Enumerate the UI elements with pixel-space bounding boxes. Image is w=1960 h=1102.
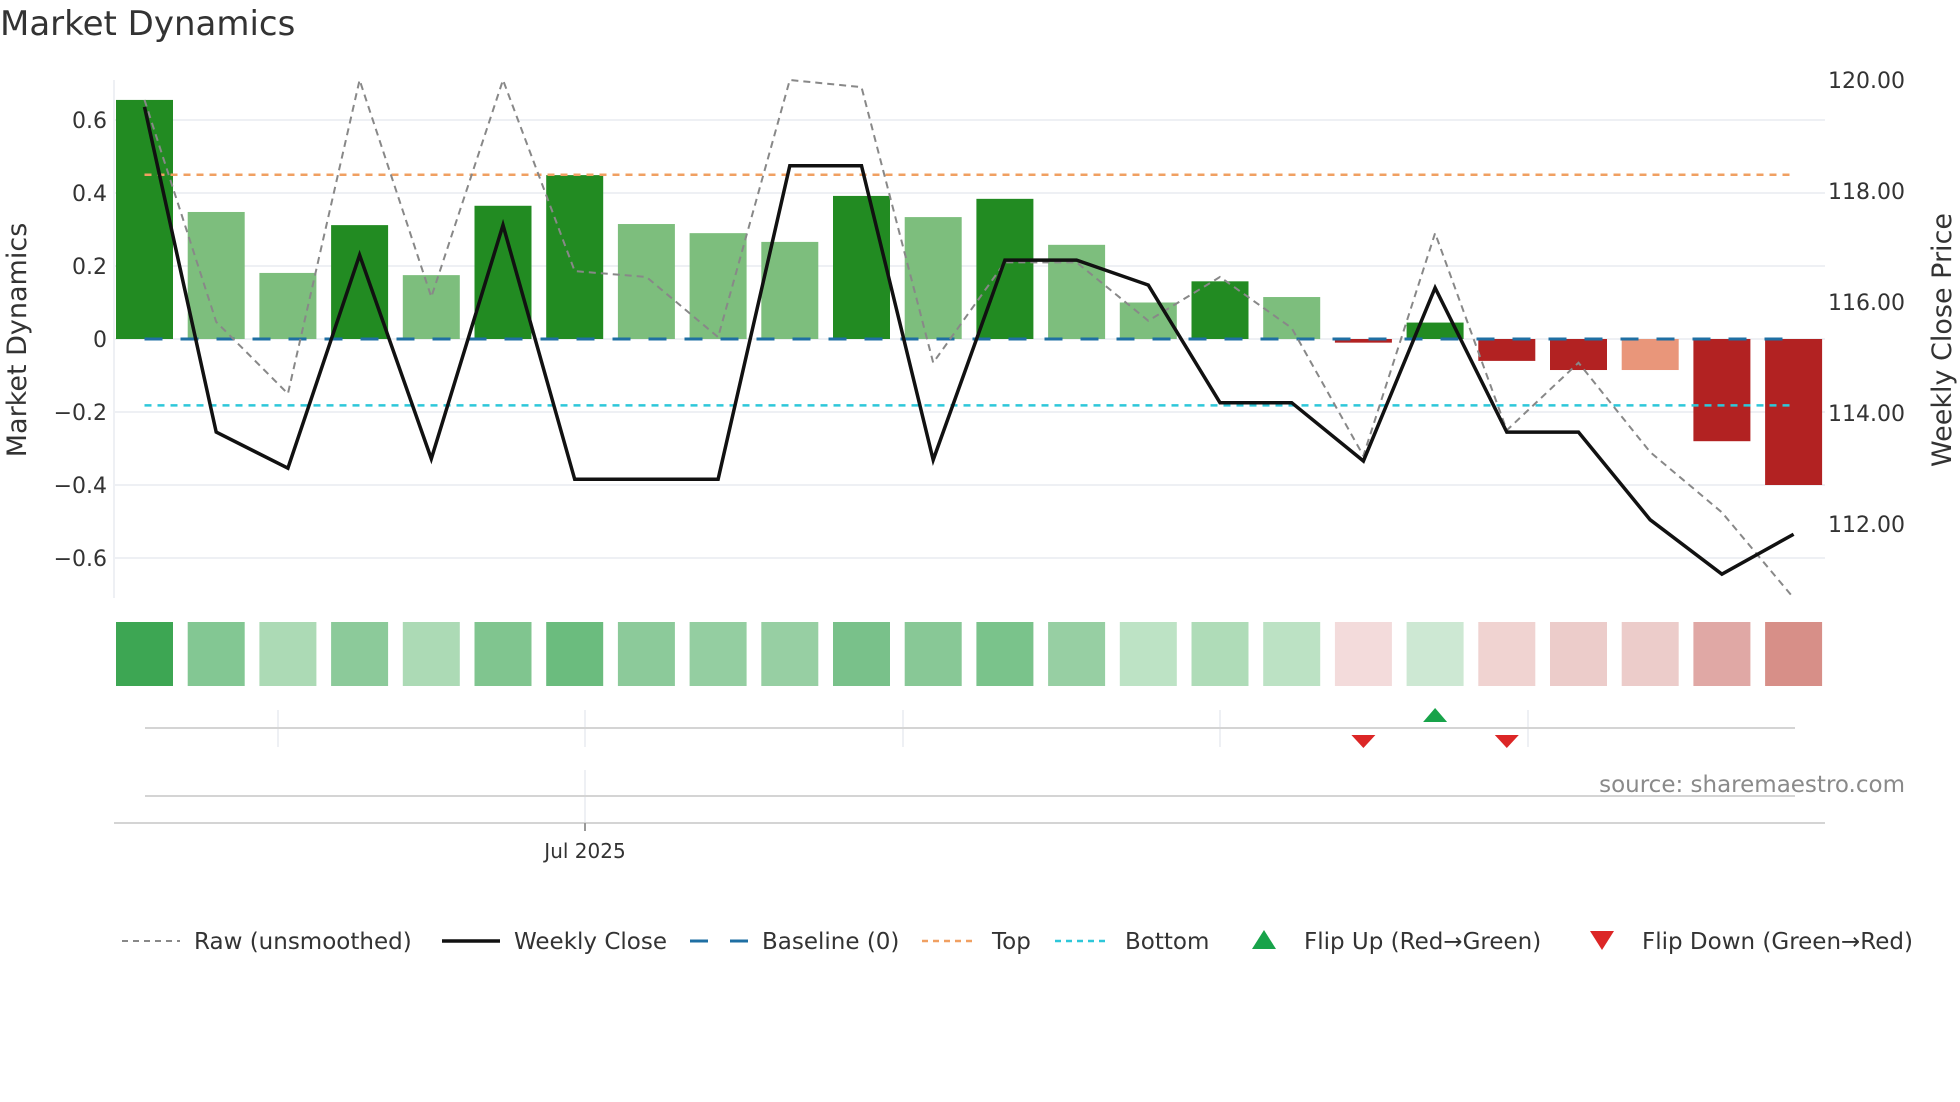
heatmap-cell (1550, 622, 1607, 686)
reference-lines (144, 173, 1794, 407)
y-tick-label: −0.4 (54, 474, 107, 499)
heatmap-cell (1119, 622, 1177, 686)
flip-up-triangle-icon (1423, 708, 1448, 722)
dynamics-bar (187, 211, 245, 339)
heatmap-cell (1048, 622, 1106, 686)
heatmap-cell (402, 622, 460, 686)
right-axis-title: Weekly Close Price (1927, 213, 1958, 467)
close-line-path (142, 106, 1795, 577)
dynamics-bar (1478, 339, 1536, 361)
legend-label: Baseline (0) (762, 929, 899, 955)
heatmap-cell (331, 622, 389, 686)
heatmap-cell (1263, 622, 1321, 686)
dynamics-bars (116, 99, 1823, 485)
dynamics-bar (904, 217, 962, 339)
heatmap-cell (187, 622, 245, 686)
heatmap-cell (761, 622, 819, 686)
legend-item-top[interactable]: Top (922, 929, 1031, 955)
heatmap-cell (1765, 622, 1823, 686)
weekly-close-line (142, 106, 1795, 577)
heatmap-cell (617, 622, 675, 686)
heatmap-cell (1334, 622, 1392, 686)
dynamics-bar (1765, 339, 1823, 485)
legend-item-close[interactable]: Weekly Close (442, 929, 667, 955)
dynamics-bar (761, 241, 819, 339)
y-tick-label: −0.6 (54, 547, 107, 572)
y-tick-label: −0.2 (54, 401, 107, 426)
heatmap-cell (1406, 622, 1464, 686)
heatmap-cell (546, 622, 604, 686)
dynamics-bar (116, 99, 173, 339)
y2-tick-label: 120.00 (1828, 69, 1905, 94)
dynamics-bar (331, 225, 389, 339)
dynamics-heatmap-strip (116, 622, 1823, 686)
chart-legend: Raw (unsmoothed) Weekly Close Baseline (0)… (122, 929, 1913, 955)
dynamics-bar (1263, 297, 1321, 339)
left-y-axis: 0.6 0.4 0.2 0 −0.2 −0.4 −0.6 (54, 109, 107, 572)
legend-item-bottom[interactable]: Bottom (1055, 929, 1209, 955)
y-tick-label: 0.4 (72, 182, 107, 207)
heatmap-cell (976, 622, 1034, 686)
legend-label: Top (991, 929, 1031, 955)
legend-item-baseline[interactable]: Baseline (0) (690, 929, 899, 955)
dynamics-bar (1693, 339, 1751, 442)
y2-tick-label: 118.00 (1828, 180, 1905, 205)
dynamics-bar (259, 272, 317, 339)
flip-markers-panel (145, 708, 1795, 823)
heatmap-cell (474, 622, 532, 686)
heatmap-cell (1191, 622, 1249, 686)
y2-tick-label: 112.00 (1828, 513, 1905, 538)
heatmap-cell (116, 622, 173, 686)
dynamics-bar (546, 175, 604, 339)
legend-label: Weekly Close (514, 929, 667, 955)
legend-item-down[interactable]: Flip Down (Green→Red) (1590, 929, 1913, 955)
y2-tick-label: 114.00 (1828, 402, 1905, 427)
dynamics-bar (689, 233, 747, 339)
legend-item-up[interactable]: Flip Up (Red→Green) (1252, 929, 1541, 955)
flip-down-legend-icon (1590, 931, 1614, 950)
dynamics-bar (1621, 339, 1679, 371)
dynamics-bar (402, 275, 460, 339)
y2-tick-label: 116.00 (1828, 291, 1905, 316)
heatmap-cell (1693, 622, 1751, 686)
legend-item-raw[interactable]: Raw (unsmoothed) (122, 929, 412, 955)
heatmap-cell (1478, 622, 1536, 686)
dynamics-bar (1334, 339, 1392, 343)
flip-down-triangle-icon (1494, 735, 1519, 748)
heatmap-cell (1621, 622, 1679, 686)
y-tick-label: 0.2 (72, 255, 107, 280)
dynamics-bar (617, 224, 675, 339)
legend-label: Flip Up (Red→Green) (1304, 929, 1541, 955)
dynamics-bar (1550, 339, 1607, 371)
dynamics-bar (833, 195, 890, 339)
heatmap-cell (689, 622, 747, 686)
date-axis: Jul 2025 (114, 822, 1825, 863)
chart-title: Market Dynamics (0, 4, 296, 44)
raw-line-path (143, 76, 1795, 599)
flip-down-triangle-icon (1351, 735, 1376, 748)
legend-label: Bottom (1125, 929, 1209, 955)
y-tick-label: 0 (93, 328, 107, 353)
raw-unsmoothed-line (143, 76, 1795, 599)
legend-label: Flip Down (Green→Red) (1642, 929, 1913, 955)
right-y-axis: 120.00 118.00 116.00 114.00 112.00 (1828, 69, 1905, 538)
heatmap-cell (259, 622, 317, 686)
left-axis-title: Market Dynamics (2, 223, 33, 458)
source-attribution: source: sharemaestro.com (1599, 772, 1905, 798)
heatmap-cell (904, 622, 962, 686)
heatmap-cell (833, 622, 890, 686)
flip-up-legend-icon (1252, 930, 1276, 949)
y-tick-label: 0.6 (72, 109, 107, 134)
gridlines (113, 80, 1825, 598)
legend-label: Raw (unsmoothed) (194, 929, 412, 955)
x-tick-label: Jul 2025 (542, 839, 625, 863)
